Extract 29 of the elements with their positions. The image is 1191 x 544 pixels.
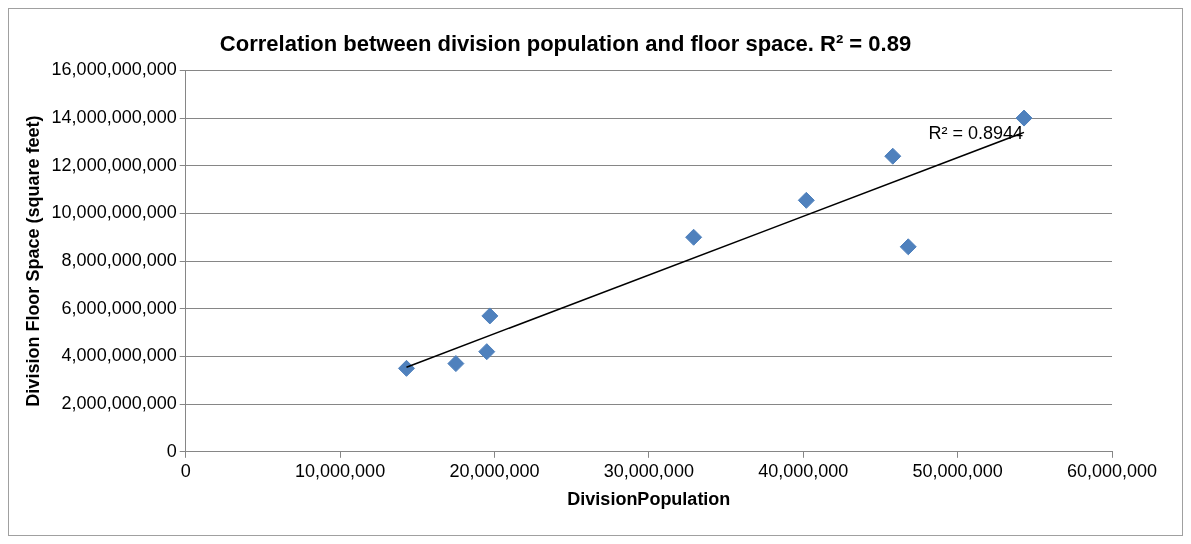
- point: [1015, 109, 1033, 127]
- y-tick-label: 16,000,000,000: [51, 59, 177, 80]
- point: [447, 355, 465, 373]
- y-tick-label: 4,000,000,000: [61, 345, 177, 366]
- point: [685, 228, 703, 246]
- y-tick-label: 8,000,000,000: [61, 250, 177, 271]
- y-tick-label: 10,000,000,000: [51, 202, 177, 223]
- x-tick-label: 50,000,000: [912, 460, 1003, 481]
- y-tick-label: 0: [166, 440, 177, 461]
- point: [899, 238, 917, 256]
- x-tick-label: 30,000,000: [603, 460, 694, 481]
- point: [397, 359, 415, 377]
- y-tick-label: 12,000,000,000: [51, 154, 177, 175]
- point: [797, 191, 815, 209]
- x-axis-title: DivisionPopulation: [567, 489, 731, 510]
- point: [481, 307, 499, 325]
- y-tick-label: 14,000,000,000: [51, 107, 177, 128]
- chart-title: Correlation between division population and floor space. R² = 0.89: [219, 31, 912, 57]
- x-tick-label: 0: [180, 460, 191, 481]
- point: [478, 343, 496, 361]
- x-tick-label: 40,000,000: [758, 460, 849, 481]
- y-tick-label: 6,000,000,000: [61, 297, 177, 318]
- x-tick-label: 10,000,000: [295, 460, 386, 481]
- annotation: R² = 0.8944: [928, 123, 1024, 144]
- y-tick-label: 2,000,000,000: [61, 393, 177, 414]
- y-axis-title: Division Floor Space (square feet): [22, 115, 43, 407]
- x-tick-label: 20,000,000: [449, 460, 540, 481]
- x-tick-label: 60,000,000: [1066, 460, 1158, 481]
- point: [884, 147, 902, 165]
